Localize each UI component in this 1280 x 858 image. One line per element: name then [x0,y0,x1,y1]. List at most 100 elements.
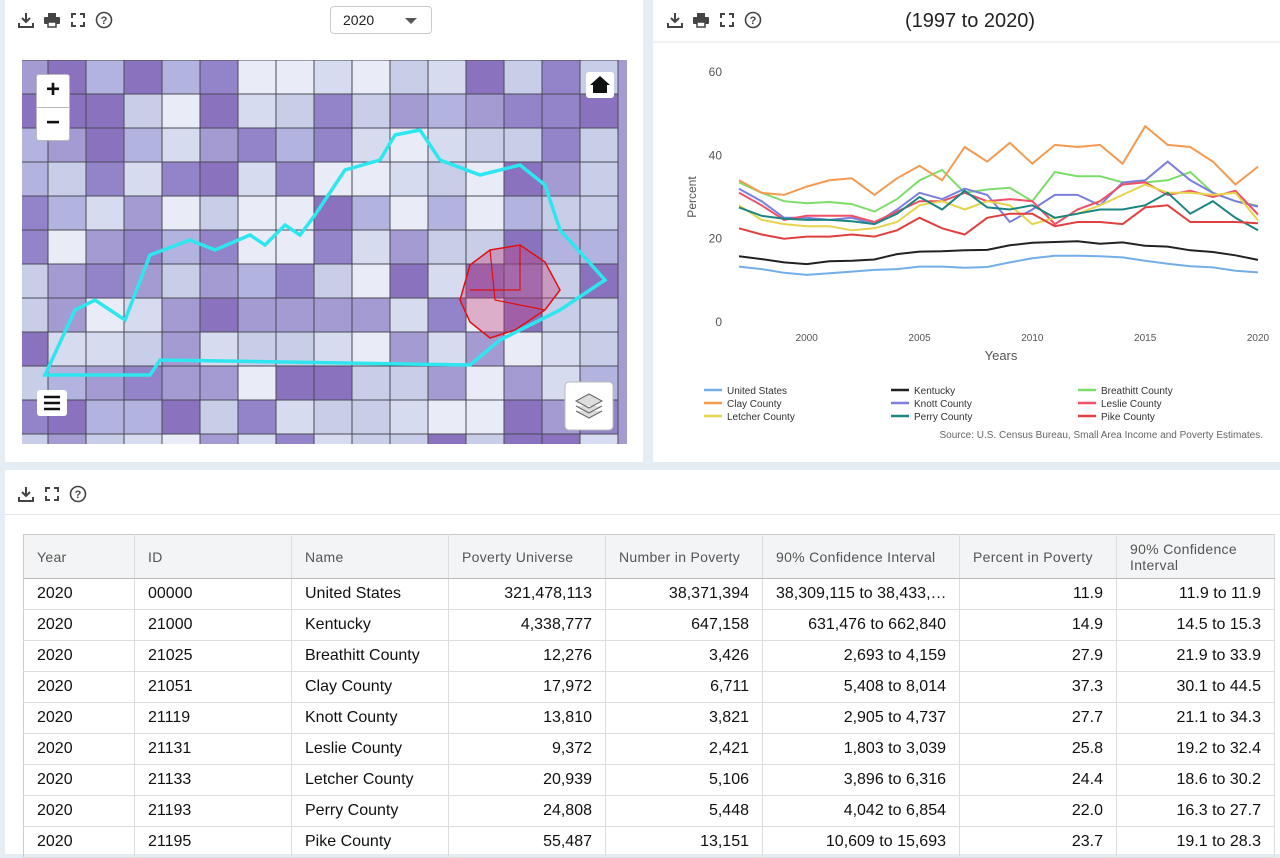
county [22,161,49,197]
county [199,161,239,197]
fullscreen-button[interactable] [43,485,61,503]
table-cell: 631,476 to 662,840 [762,609,960,641]
county [123,195,163,231]
legend-label: Breathitt County [1101,386,1173,397]
county [503,60,543,95]
zoom-in-button[interactable]: + [36,74,70,108]
table-cell: Kentucky [291,609,449,641]
county [389,161,429,197]
column-header: Number in Poverty [605,534,763,579]
county [503,433,543,444]
county [579,127,619,163]
table-cell: 55,487 [448,826,606,858]
county [351,263,391,299]
county [313,127,353,163]
county [427,399,467,435]
county [22,195,49,231]
table-cell: 2,905 to 4,737 [762,702,960,734]
download-button[interactable] [17,485,35,503]
county [503,399,543,435]
table-cell: 19.1 to 28.3 [1116,826,1275,858]
table-cell: 3,896 to 6,316 [762,764,960,796]
table-row: 2020 21133 Letcher County 20,939 5,106 3,896 … [23,764,1275,796]
county [199,195,239,231]
county [161,60,201,95]
table-cell: 21000 [134,609,292,641]
county [541,93,581,129]
download-button[interactable] [17,11,35,29]
table-cell: 321,478,113 [448,578,606,610]
toolbar: ? [666,11,762,29]
table-cell: Leslie County [291,733,449,765]
county [579,433,619,444]
table-cell: Perry County [291,795,449,827]
table-cell: 16.3 to 27.7 [1116,795,1275,827]
table-cell: 2020 [23,826,135,858]
print-button[interactable] [43,11,61,29]
series-line [738,204,1259,240]
zoom-out-button[interactable]: − [36,107,70,141]
county [237,297,277,333]
county [313,399,353,435]
x-tick-label: 2020 [1247,333,1270,344]
county [85,93,125,129]
county [541,433,581,444]
table-cell: Clay County [291,671,449,703]
series-line [738,254,1259,276]
county [199,365,239,401]
county [199,399,239,435]
county [351,331,391,367]
county [199,60,239,95]
table-cell: 11.9 [959,578,1117,610]
county [123,229,163,265]
table-cell: 2020 [23,671,135,703]
highlight-counties [459,244,561,339]
table-cell: Letcher County [291,764,449,796]
home-icon [590,76,610,93]
county [313,60,353,95]
help-button[interactable]: ? [744,11,762,29]
table-row: 2020 21025 Breathitt County 12,276 3,426 2,69… [23,640,1275,672]
county [465,195,505,231]
county [85,263,125,299]
help-button[interactable]: ? [95,11,113,29]
fullscreen-button[interactable] [69,11,87,29]
series-line [738,181,1259,226]
county [275,263,315,299]
county [389,433,429,444]
download-button[interactable] [666,11,684,29]
county [389,331,429,367]
table-cell: 6,711 [605,671,763,703]
map[interactable] [22,60,627,444]
table-cell: 2020 [23,640,135,672]
county [541,127,581,163]
table-cell: 2020 [23,733,135,765]
legend-label: Knott County [914,399,972,410]
table-cell: 12,276 [448,640,606,672]
print-button[interactable] [692,11,710,29]
chart-panel: ? [653,0,1280,462]
table-cell: 19.2 to 32.4 [1116,733,1275,765]
fullscreen-button[interactable] [718,11,736,29]
table-cell: 3,426 [605,640,763,672]
year-select[interactable]: 2020 [330,6,432,34]
county [389,399,429,435]
county [579,93,619,129]
header-divider [5,514,1280,515]
y-tick-label: 20 [709,232,723,246]
county [161,365,201,401]
legend-label: United States [727,386,787,397]
county [123,331,163,367]
source-note: Source: U.S. Census Bureau, Small Area I… [940,430,1263,441]
county [503,365,543,401]
county [389,229,429,265]
county [465,433,505,444]
table-cell: 21133 [134,764,292,796]
county [427,127,467,163]
table-cell: 21025 [134,640,292,672]
county [275,229,315,265]
table-cell: Knott County [291,702,449,734]
county [47,195,87,231]
help-button[interactable]: ? [69,485,87,503]
